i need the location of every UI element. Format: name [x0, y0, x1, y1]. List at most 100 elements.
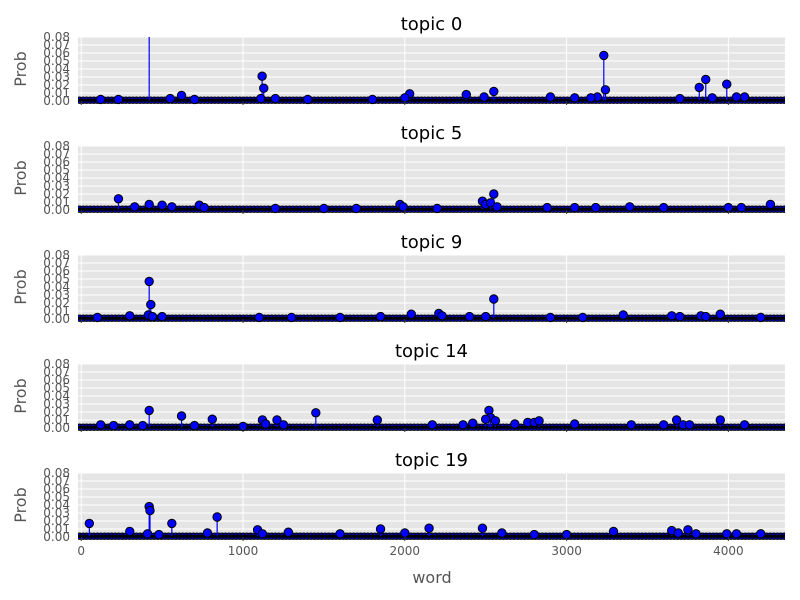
panel-title: topic 9	[401, 232, 463, 253]
y-tick-label: 0.08	[43, 248, 70, 262]
stem-marker	[427, 420, 438, 430]
stem-marker	[283, 527, 294, 537]
stem-marker	[736, 202, 747, 213]
stem-marker	[756, 312, 766, 323]
stem-marker	[600, 85, 611, 95]
stem-marker	[739, 420, 750, 430]
chart-panels: 0.000.010.020.030.040.050.060.070.08topi…	[11, 14, 785, 544]
y-tick-label: 0.02	[43, 405, 70, 419]
stem-marker	[125, 420, 135, 430]
y-axis-label: Prob	[11, 269, 30, 305]
stem-marker	[534, 416, 544, 426]
stem-marker	[731, 92, 742, 102]
stem-marker	[489, 86, 499, 97]
stem-marker	[542, 202, 552, 213]
stem-marker	[586, 93, 596, 103]
stem-marker	[256, 93, 266, 104]
stem-marker	[147, 311, 158, 322]
stem-marker	[157, 311, 167, 322]
y-tick-label: 0.00	[43, 421, 70, 435]
y-tick-label: 0.04	[43, 498, 70, 512]
panel-title: topic 14	[395, 341, 468, 362]
stem-marker	[599, 50, 609, 61]
stem-marker	[113, 194, 124, 204]
y-tick-label: 0.04	[43, 62, 70, 76]
y-tick-label: 0.02	[43, 296, 70, 310]
stem-marker	[658, 202, 669, 213]
stem-marker	[529, 529, 539, 540]
stem-marker	[125, 311, 135, 321]
y-tick-label: 0.08	[43, 466, 70, 480]
y-tick-label: 0.06	[43, 482, 70, 496]
stem-marker	[480, 414, 491, 424]
stem-marker	[675, 93, 685, 104]
stem-marker	[335, 529, 345, 539]
y-tick-label: 0.07	[43, 474, 70, 488]
stem-marker	[212, 512, 222, 522]
y-tick-label: 0.00	[43, 94, 70, 108]
stem-marker	[707, 93, 717, 103]
stem-marker	[569, 202, 580, 213]
y-tick-label: 0.00	[43, 203, 70, 217]
y-tick-label: 0.01	[43, 195, 70, 209]
y-axis-label: Prob	[11, 487, 30, 523]
stem-marker	[497, 528, 507, 538]
stem-marker	[671, 415, 682, 425]
panel-topic-4: 0.000.010.020.030.040.050.060.070.08 topi…	[11, 450, 785, 544]
stem-marker	[715, 415, 725, 425]
stem-marker	[254, 312, 264, 323]
stem-marker	[667, 311, 677, 321]
y-tick-label: 0.06	[43, 155, 70, 169]
panel-topic-2: 0.000.010.020.030.040.050.060.070.08 topi…	[11, 232, 785, 326]
stem-marker	[95, 420, 106, 430]
x-tick-label: 1000	[228, 544, 259, 558]
stem-marker	[545, 312, 556, 323]
stem-marker	[490, 416, 501, 426]
stem-marker	[489, 189, 499, 199]
stem-marker	[108, 420, 119, 431]
stem-marker	[464, 311, 475, 322]
stem-marker	[432, 203, 442, 214]
y-tick-label: 0.03	[43, 506, 70, 520]
stem-marker	[319, 203, 329, 214]
x-axis-label: word	[412, 568, 451, 587]
stem-marker	[167, 518, 177, 529]
y-tick-label: 0.02	[43, 187, 70, 201]
plot-area	[78, 276, 785, 323]
stem-marker	[756, 529, 766, 539]
stem-marker	[95, 94, 106, 105]
stem-marker	[722, 529, 732, 539]
stem-marker	[270, 93, 281, 104]
stem-marker	[113, 94, 124, 105]
stem-marker	[545, 92, 556, 102]
stem-marker	[684, 420, 695, 430]
plot-area	[78, 501, 785, 540]
y-tick-label: 0.01	[43, 304, 70, 318]
stem-marker	[510, 419, 520, 429]
stem-marker	[624, 202, 635, 212]
y-tick-label: 0.02	[43, 514, 70, 528]
stem-marker	[400, 528, 410, 538]
panel-title: topic 0	[401, 14, 463, 35]
y-tick-label: 0.03	[43, 70, 70, 84]
x-tick-label: 3000	[551, 544, 582, 558]
stem-marker	[675, 311, 685, 322]
stem-marker	[92, 312, 103, 323]
stem-marker	[765, 199, 776, 210]
x-axis-tick-labels: 0 1000 2000 3000 4000	[77, 544, 743, 558]
panel-topic-1: 0.000.010.020.030.040.050.060.070.08 topi…	[11, 123, 785, 217]
panel-title: topic 5	[401, 123, 463, 144]
stem-marker	[189, 420, 200, 431]
stem-marker	[278, 420, 289, 430]
stem-marker	[335, 312, 345, 323]
stem-marker	[257, 71, 267, 81]
stem-marker	[311, 408, 321, 418]
x-tick-label: 0	[77, 544, 85, 558]
stem-marker	[146, 299, 156, 310]
y-tick-label: 0.03	[43, 179, 70, 193]
x-tick-label: 4000	[713, 544, 744, 558]
y-tick-label: 0.04	[43, 280, 70, 294]
stem-marker	[202, 528, 213, 538]
y-tick-label: 0.02	[43, 78, 70, 92]
